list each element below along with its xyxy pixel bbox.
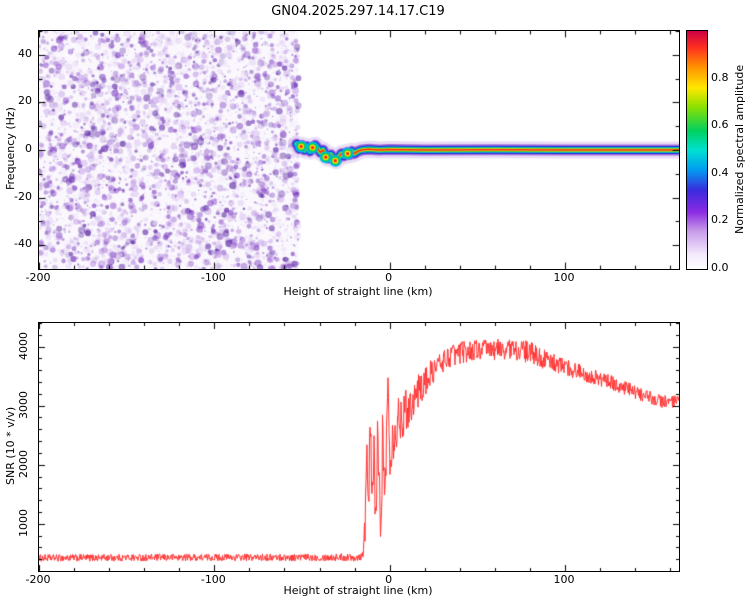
colorbar-tick-label: 0.2: [711, 213, 729, 227]
snr-x-tick-label: -100: [200, 573, 226, 586]
snr-x-tick-label: -200: [25, 573, 51, 586]
snr-y-tick-label: 4000: [17, 331, 30, 360]
colorbar: [686, 30, 708, 270]
spectrogram-canvas: [39, 31, 679, 269]
snr-y-axis-label: SNR (10 * v/v): [4, 406, 17, 486]
spectrogram-y-tick-label: -40: [14, 237, 32, 251]
snr-y-tick-label: 2000: [17, 449, 30, 478]
snr-canvas: [39, 323, 679, 571]
spectrogram-x-tick-label: -200: [25, 271, 51, 284]
colorbar-tick-label: 0.4: [711, 165, 729, 179]
colorbar-tick-label: 0.6: [711, 118, 729, 132]
snr-x-tick-label: 0: [385, 573, 393, 586]
snr-x-tick-label: 100: [553, 573, 575, 586]
spectrogram-x-tick-label: -100: [200, 271, 226, 284]
spectrogram-y-tick-label: 40: [18, 46, 32, 60]
spectrogram-plot: [38, 30, 680, 270]
snr-y-tick-label: 3000: [17, 390, 30, 419]
snr-x-axis-label: Height of straight line (km): [283, 584, 433, 597]
spectrogram-x-tick-label: 100: [553, 271, 575, 284]
colorbar-label: Normalized spectral amplitude: [733, 64, 746, 234]
spectrogram-x-axis-label: Height of straight line (km): [283, 285, 433, 298]
spectrogram-x-tick-label: 0: [385, 271, 393, 284]
snr-y-tick-label: 1000: [17, 508, 30, 537]
figure-title: GN04.2025.297.14.17.C19: [271, 4, 445, 19]
spectrogram-y-tick-label: -20: [14, 189, 32, 203]
spectrogram-y-tick-label: 0: [25, 142, 32, 155]
spectrogram-y-tick-label: 20: [18, 94, 32, 108]
colorbar-tick-label: 0.0: [711, 261, 729, 274]
snr-plot: [38, 322, 680, 572]
colorbar-tick-label: 0.8: [711, 70, 729, 84]
